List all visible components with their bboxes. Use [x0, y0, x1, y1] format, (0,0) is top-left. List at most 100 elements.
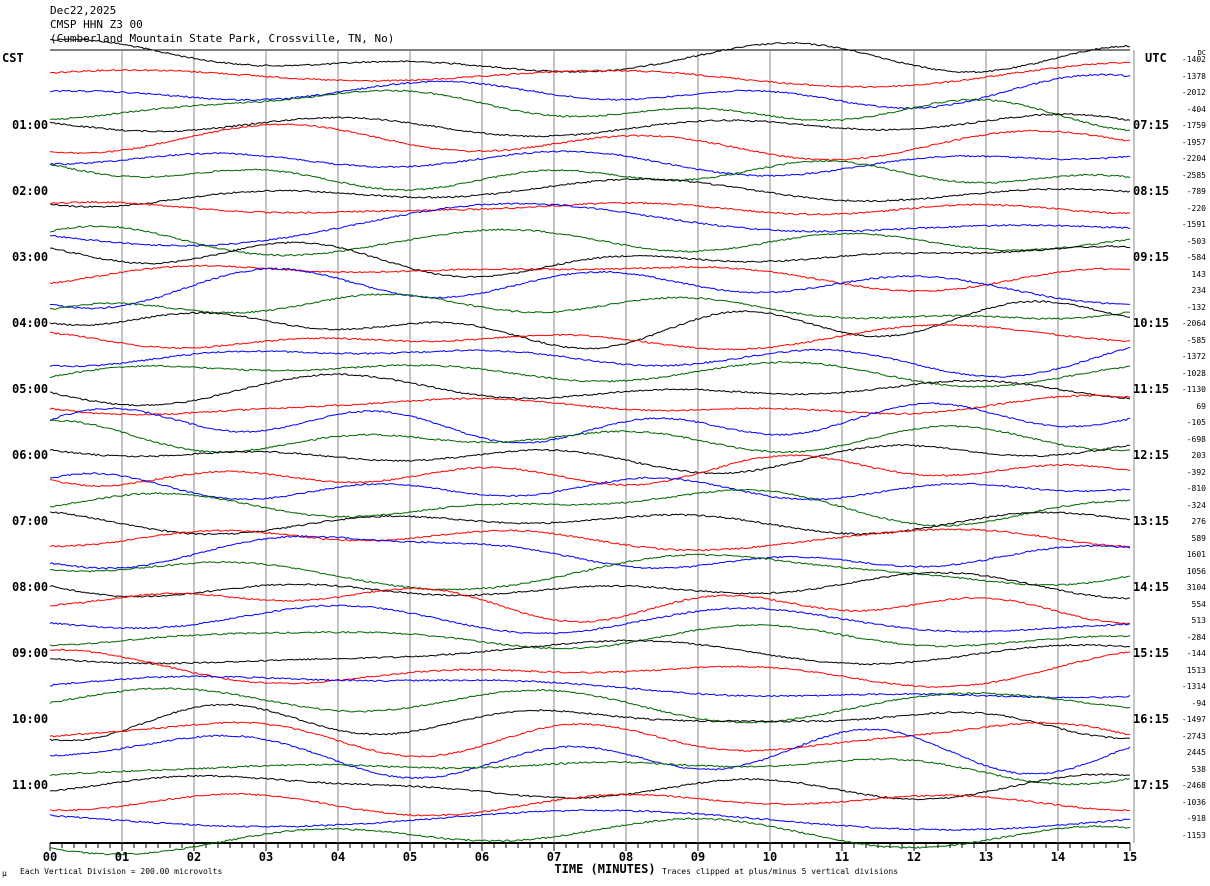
- trace-line: [49, 675, 1131, 699]
- dc-offset-label: -584: [1186, 253, 1206, 262]
- dc-offset-label: -324: [1186, 500, 1206, 510]
- x-tick-label: 02: [186, 850, 202, 864]
- cst-hour-label: 02:00: [12, 184, 49, 198]
- dc-offset-label: -2204: [1181, 154, 1206, 163]
- dc-offset-label: 276: [1191, 517, 1206, 526]
- x-tick-label: 03: [258, 850, 274, 864]
- trace-line: [49, 360, 1131, 388]
- dc-offset-label: 554: [1191, 599, 1206, 609]
- dc-offset-label: 69: [1196, 401, 1206, 411]
- x-tick-label: 05: [402, 850, 418, 864]
- location-label: (Cumberland Mountain State Park, Crossvi…: [50, 32, 395, 45]
- trace-line: [49, 817, 1131, 856]
- utc-hour-label: 08:15: [1133, 184, 1170, 198]
- trace-line: [49, 38, 1131, 74]
- dc-offset-label: -1402: [1181, 55, 1206, 64]
- trace-line: [49, 241, 1131, 278]
- trace-line: [49, 293, 1131, 320]
- clip-note: Traces clipped at plus/minus 5 vertical …: [662, 867, 899, 876]
- cst-hour-label: 11:00: [12, 778, 49, 792]
- trace-line: [49, 202, 1131, 248]
- dc-offset-label: 538: [1191, 764, 1206, 774]
- dc-offset-label: -1591: [1181, 220, 1206, 229]
- utc-hour-label: 11:15: [1133, 382, 1170, 396]
- x-tick-label: 15: [1122, 850, 1138, 864]
- trace-line: [49, 488, 1130, 527]
- trace-line: [49, 728, 1131, 780]
- trace-line: [49, 150, 1131, 177]
- dc-offset-label: 2445: [1186, 748, 1206, 757]
- x-tick-label: 14: [1050, 850, 1066, 864]
- dc-offset-label: -810: [1186, 484, 1206, 493]
- utc-label: UTC: [1145, 51, 1167, 65]
- utc-hour-label: 14:15: [1133, 580, 1170, 594]
- trace-line: [49, 200, 1131, 216]
- utc-hour-label: 13:15: [1133, 514, 1170, 528]
- x-tick-label: 09: [690, 850, 706, 864]
- dc-offset-label: -1314: [1181, 682, 1206, 691]
- x-tick-label: 01: [114, 850, 130, 864]
- trace-line: [49, 773, 1131, 801]
- x-tick-label: 06: [474, 850, 490, 864]
- trace-line: [49, 511, 1130, 536]
- dc-offset-label: -392: [1186, 467, 1206, 477]
- dc-offset-label: 1056: [1186, 566, 1206, 576]
- trace-line: [49, 624, 1131, 650]
- trace-line: [49, 61, 1131, 89]
- trace-line: [49, 402, 1131, 444]
- trace-line: [49, 528, 1131, 552]
- trace-line: [49, 419, 1131, 454]
- trace-line: [49, 721, 1131, 758]
- trace-line: [49, 113, 1131, 138]
- dc-offset-label: 234: [1191, 286, 1206, 295]
- dc-offset-label: -105: [1186, 418, 1206, 427]
- dc-offset-label: -789: [1186, 187, 1206, 196]
- trace-line: [49, 571, 1130, 600]
- x-tick-label: 10: [762, 850, 778, 864]
- dc-offset-label: -2012: [1181, 88, 1206, 97]
- trace-line: [49, 323, 1131, 351]
- scale-note: Each Vertical Division = 200.00 microvol…: [20, 867, 223, 876]
- trace-line: [49, 177, 1131, 208]
- trace-line: [49, 224, 1130, 257]
- dc-offset-label: -284: [1186, 632, 1206, 642]
- trace-line: [50, 639, 1131, 666]
- trace-line: [49, 89, 1130, 132]
- x-tick-label: 08: [618, 850, 634, 864]
- cst-hour-label: 10:00: [12, 712, 49, 726]
- dc-offset-label: 589: [1191, 533, 1206, 543]
- trace-line: [49, 687, 1131, 724]
- trace-line: [49, 264, 1131, 293]
- dc-offset-label: -698: [1186, 434, 1206, 444]
- cst-hour-label: 06:00: [12, 448, 49, 462]
- cst-hour-label: 03:00: [12, 250, 49, 264]
- trace-line: [49, 758, 1131, 786]
- trace-line: [49, 792, 1131, 817]
- x-tick-label: 00: [42, 850, 58, 864]
- dc-offset-label: -94: [1191, 698, 1206, 708]
- cst-hour-label: 05:00: [12, 382, 49, 396]
- station-label: CMSP HHN Z3 00: [50, 18, 143, 31]
- dc-offset-label: -1153: [1181, 830, 1206, 840]
- trace-line: [49, 703, 1131, 742]
- cst-hour-label: 01:00: [12, 118, 49, 132]
- utc-hour-label: 15:15: [1133, 646, 1170, 660]
- dc-offset-label: 1601: [1186, 550, 1206, 559]
- date-label: Dec22,2025: [50, 4, 117, 17]
- trace-line: [49, 394, 1131, 416]
- dc-offset-label: 3104: [1186, 583, 1206, 592]
- utc-hour-label: 17:15: [1133, 778, 1170, 792]
- x-tick-label: 07: [546, 850, 562, 864]
- dc-offset-label: -1130: [1181, 385, 1206, 394]
- dc-offset-label: -1957: [1181, 137, 1206, 147]
- trace-line: [49, 267, 1131, 310]
- cst-hour-label: 07:00: [12, 514, 49, 528]
- utc-hour-label: 16:15: [1133, 712, 1170, 726]
- trace-line: [49, 809, 1131, 832]
- utc-hour-label: 12:15: [1133, 448, 1170, 462]
- dc-offset-label: -1036: [1181, 797, 1206, 807]
- dc-offset-label: -2468: [1181, 781, 1206, 790]
- trace-line: [49, 346, 1131, 378]
- dc-offset-label: -132: [1186, 302, 1206, 312]
- dc-label: DC: [1197, 49, 1206, 57]
